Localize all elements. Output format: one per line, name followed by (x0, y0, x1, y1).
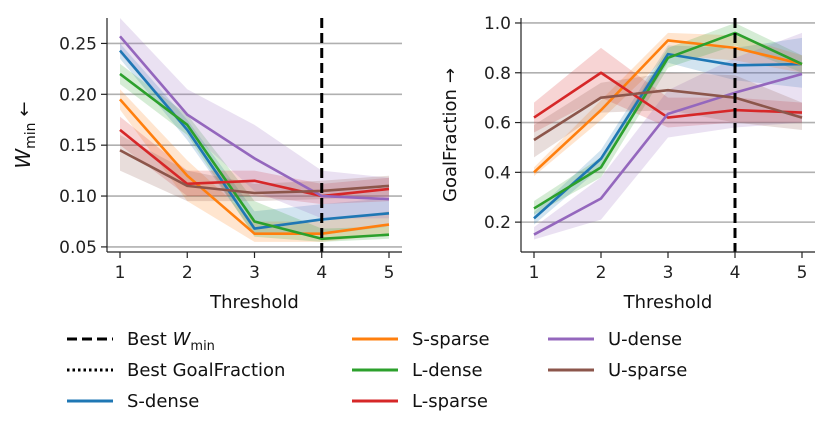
y-tick-label: 0.05 (59, 238, 97, 258)
goalfraction-x-axis-label: Threshold (623, 292, 713, 313)
wmin-y-label-arrow: ← (14, 101, 35, 116)
x-tick-label: 1 (529, 263, 540, 283)
line-s-sparse (119, 98, 390, 235)
band-s-sparse (120, 89, 389, 242)
goalfraction-y-axis-label: GoalFraction → (440, 68, 461, 202)
legend-best-wmin-symbol: W (173, 329, 192, 350)
legend-label-s-sparse: S-sparse (412, 329, 490, 350)
y-tick-label: 0.10 (59, 187, 97, 207)
legend-item-best-goalfraction: Best GoalFraction (67, 360, 285, 381)
legend-item-s-sparse: S-sparse (352, 329, 490, 350)
legend-best-wmin-prefix: Best (127, 329, 173, 350)
line-s-dense (119, 49, 390, 230)
goalfraction-gridlines (521, 22, 815, 223)
legend-item-best-wmin: Best Wmin (67, 329, 215, 354)
y-tick-label: 0.2 (484, 213, 511, 233)
band-l-dense (120, 63, 389, 242)
goalfraction-chart: 0.2 0.4 0.6 0.8 1.0 1 2 3 4 5 Threshold GoalFract… (440, 14, 815, 313)
y-tick-label: 0.4 (484, 163, 511, 183)
legend-item-u-sparse: U-sparse (548, 360, 687, 381)
legend-label-u-sparse: U-sparse (608, 360, 687, 381)
y-tick-label: 1.0 (484, 14, 511, 34)
x-tick-label: 2 (182, 263, 193, 283)
line-l-sparse (533, 71, 803, 119)
line-u-sparse (119, 149, 390, 195)
x-tick-label: 4 (316, 263, 327, 283)
y-tick-label: 0.6 (484, 114, 511, 134)
legend-best-wmin-sub: min (190, 339, 215, 354)
line-l-dense (533, 31, 803, 210)
wmin-y-label-sub: min (23, 122, 39, 148)
x-tick-label: 1 (115, 263, 126, 283)
legend-item-l-sparse: L-sparse (352, 391, 488, 412)
line-l-dense (119, 72, 390, 241)
legend-item-u-dense: U-dense (548, 329, 682, 350)
legend-label-s-dense: S-dense (127, 391, 199, 412)
goalfraction-y-label-arrow: → (440, 68, 461, 83)
line-s-dense (533, 52, 803, 220)
x-tick-label: 3 (663, 263, 674, 283)
legend: Best Wmin Best GoalFraction S-dense S-spa… (67, 329, 687, 412)
wmin-y-label-symbol: W (11, 148, 35, 169)
y-tick-label: 0.8 (484, 64, 511, 84)
line-u-dense (533, 72, 803, 236)
line-s-sparse (533, 39, 803, 174)
x-tick-label: 5 (384, 263, 395, 283)
x-tick-label: 4 (730, 263, 741, 283)
wmin-series-lines (119, 35, 390, 241)
legend-label-l-sparse: L-sparse (412, 391, 488, 412)
line-u-dense (119, 35, 390, 201)
y-tick-label: 0.20 (59, 85, 97, 105)
legend-item-l-dense: L-dense (352, 360, 483, 381)
goalfraction-axes: 0.2 0.4 0.6 0.8 1.0 1 2 3 4 5 (484, 14, 815, 283)
x-tick-label: 5 (797, 263, 808, 283)
wmin-axes: 0.05 0.10 0.15 0.20 0.25 1 2 3 4 5 (59, 18, 402, 283)
legend-series-items: S-dense S-sparse L-dense L-sparse U-dense U-s… (67, 329, 687, 412)
wmin-y-axis-label: Wmin ← (11, 101, 39, 168)
goalfraction-series-lines (533, 31, 803, 236)
goalfraction-y-label-text: GoalFraction (440, 89, 461, 202)
line-u-sparse (533, 88, 803, 142)
y-tick-label: 0.15 (59, 136, 97, 156)
x-tick-label: 2 (596, 263, 607, 283)
legend-label-u-dense: U-dense (608, 329, 682, 350)
x-tick-label: 3 (249, 263, 260, 283)
legend-label-l-dense: L-dense (412, 360, 483, 381)
wmin-chart: 0.05 0.10 0.15 0.20 0.25 1 2 3 4 5 Threshold Wmin… (11, 18, 402, 313)
legend-label-best-wmin: Best Wmin (127, 329, 215, 354)
wmin-confidence-bands (120, 18, 389, 242)
wmin-x-axis-label: Threshold (209, 292, 299, 313)
line-l-sparse (119, 128, 390, 198)
legend-label-best-goalfraction: Best GoalFraction (127, 360, 285, 381)
y-tick-label: 0.25 (59, 34, 97, 54)
legend-item-s-dense: S-dense (67, 391, 199, 412)
